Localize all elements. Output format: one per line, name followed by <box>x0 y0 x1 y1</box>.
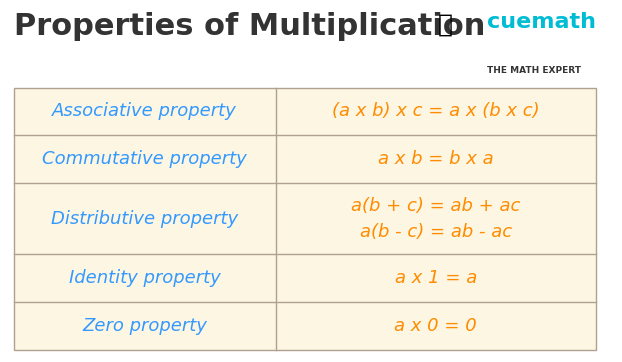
FancyBboxPatch shape <box>14 88 276 135</box>
Text: 🚀: 🚀 <box>438 12 453 36</box>
Text: Associative property: Associative property <box>52 102 237 121</box>
Text: a x 0 = 0: a x 0 = 0 <box>394 317 477 335</box>
FancyBboxPatch shape <box>276 254 596 302</box>
FancyBboxPatch shape <box>276 302 596 350</box>
FancyBboxPatch shape <box>276 183 596 254</box>
Text: Distributive property: Distributive property <box>51 210 238 228</box>
FancyBboxPatch shape <box>14 254 276 302</box>
Text: Properties of Multiplication: Properties of Multiplication <box>14 12 485 41</box>
FancyBboxPatch shape <box>14 183 276 254</box>
Text: cuemath: cuemath <box>486 12 596 32</box>
FancyBboxPatch shape <box>14 302 276 350</box>
FancyBboxPatch shape <box>276 135 596 183</box>
Text: Identity property: Identity property <box>68 269 220 287</box>
Text: Commutative property: Commutative property <box>42 150 247 168</box>
Text: (a x b) x c = a x (b x c): (a x b) x c = a x (b x c) <box>332 102 539 121</box>
Text: a(b + c) = ab + ac
a(b - c) = ab - ac: a(b + c) = ab + ac a(b - c) = ab - ac <box>351 197 521 241</box>
Text: a x b = b x a: a x b = b x a <box>378 150 493 168</box>
FancyBboxPatch shape <box>14 135 276 183</box>
FancyBboxPatch shape <box>276 88 596 135</box>
Text: Zero property: Zero property <box>82 317 207 335</box>
Text: THE MATH EXPERT: THE MATH EXPERT <box>486 66 581 75</box>
Text: a x 1 = a: a x 1 = a <box>394 269 477 287</box>
